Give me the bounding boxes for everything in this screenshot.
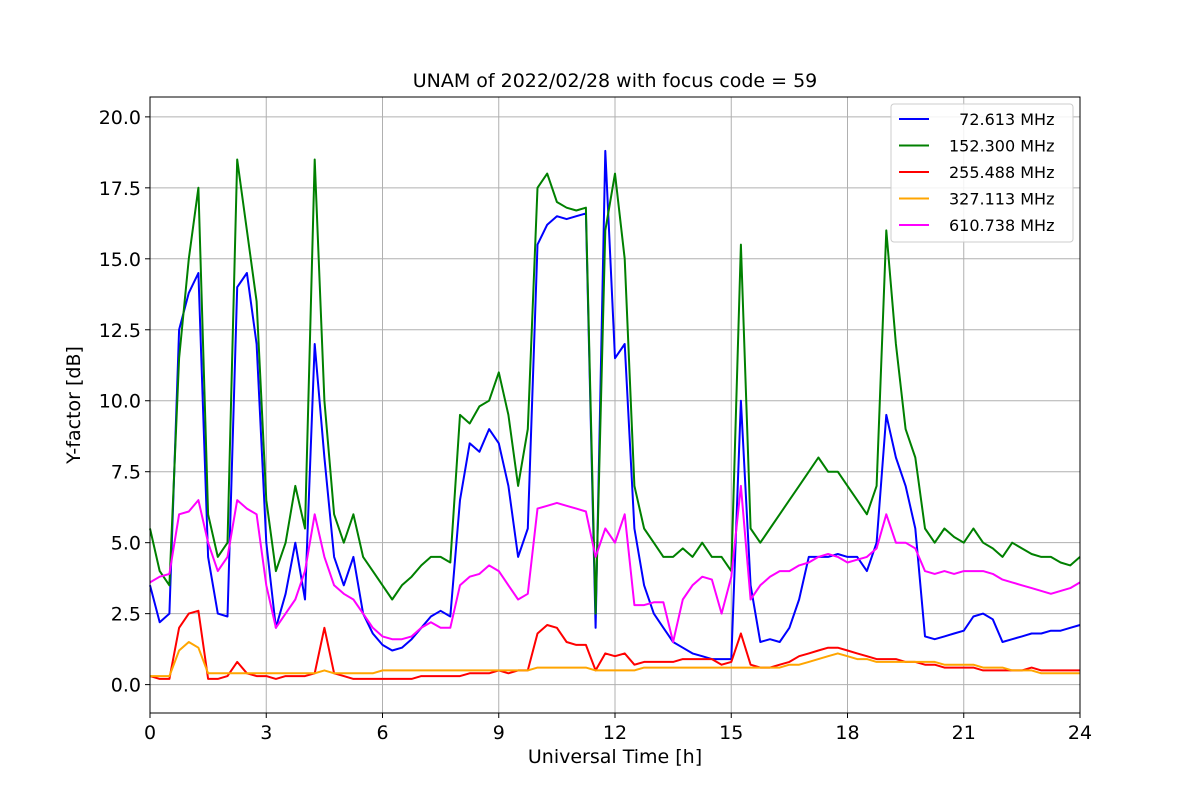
x-tick-label: 18 (835, 722, 859, 744)
series-line-2 (149, 158, 1081, 615)
grid (149, 97, 1081, 713)
x-tick-label: 6 (376, 722, 388, 744)
legend-label: 327.113 MHz (949, 190, 1054, 209)
x-axis: 0 3 6 9 12 15 18 21 24 (144, 713, 1092, 744)
series-layer (149, 149, 1081, 680)
x-tick-label: 21 (952, 722, 976, 744)
series-line-3 (149, 609, 1080, 680)
x-tick-label: 12 (603, 722, 627, 744)
legend-label: 72.613 MHz (949, 110, 1054, 129)
y-tick-label: 15.0 (99, 249, 141, 271)
x-tick-label: 24 (1068, 722, 1092, 744)
y-tick-label: 7.5 (111, 462, 141, 484)
series-line-1 (149, 149, 1081, 661)
y-tick-label: 10.0 (99, 391, 141, 413)
x-tick-label: 9 (493, 722, 505, 744)
legend-label: 610.738 MHz (949, 216, 1054, 235)
y-tick-label: 12.5 (99, 320, 141, 342)
y-tick-label: 0.0 (111, 675, 141, 697)
y-axis: 0.0 2.5 5.0 7.5 10.0 12.5 15.0 17.5 20.0 (99, 107, 150, 697)
legend-label: 255.488 MHz (949, 163, 1054, 182)
x-axis-label: Universal Time [h] (528, 746, 702, 768)
y-tick-label: 2.5 (111, 604, 141, 626)
legend: 72.613 MHz 152.300 MHz 255.488 MHz 327.113 … (890, 103, 1074, 243)
x-tick-label: 0 (144, 722, 156, 744)
x-tick-label: 15 (719, 722, 743, 744)
legend-box (890, 103, 1074, 243)
y-tick-label: 20.0 (99, 107, 141, 129)
legend-label: 152.300 MHz (949, 137, 1054, 156)
y-tick-label: 5.0 (111, 533, 141, 555)
chart-title: UNAM of 2022/02/28 with focus code = 59 (413, 70, 818, 92)
series-line-5 (149, 484, 1081, 643)
x-tick-label: 3 (260, 722, 272, 744)
y-tick-label: 17.5 (99, 178, 141, 200)
series-line-4 (150, 641, 1080, 678)
y-axis-label: Y-factor [dB] (63, 346, 85, 465)
